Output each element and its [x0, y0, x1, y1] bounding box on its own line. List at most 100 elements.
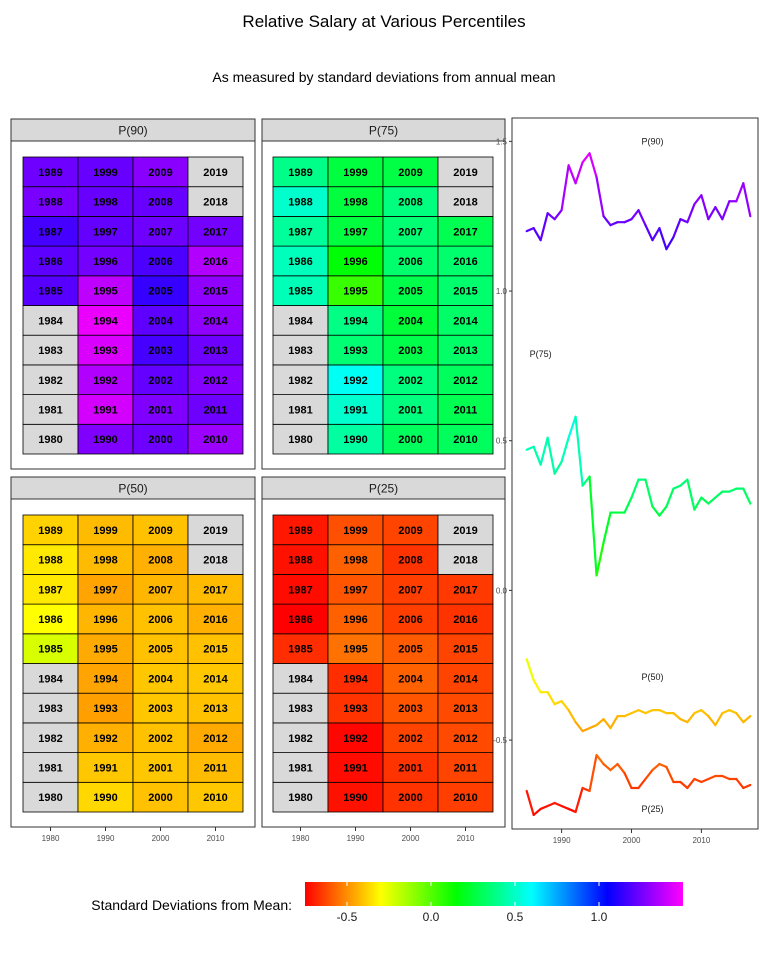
heatmap-cell — [437, 275, 494, 306]
heatmap-cell — [272, 156, 329, 188]
line-segment — [539, 212, 549, 242]
line-segment — [672, 218, 682, 239]
cell-year-label: 1990 — [93, 792, 117, 804]
line-segment — [567, 709, 577, 724]
x-tick-label: 2010 — [457, 834, 475, 843]
cell-year-label: 1986 — [38, 256, 62, 268]
series-line — [525, 658, 752, 733]
line-segment — [609, 221, 619, 227]
cell-year-label: 1985 — [288, 286, 312, 298]
cell-year-label: 2013 — [203, 345, 227, 357]
heatmap-cell — [187, 275, 244, 306]
heatmap-cell — [382, 633, 439, 664]
heatmap-cell — [327, 544, 384, 575]
heatmap-cell — [382, 514, 439, 546]
line-segment — [525, 445, 535, 451]
cell-year-label: 1998 — [343, 555, 367, 567]
line-segment — [658, 762, 668, 769]
line-segment — [651, 227, 661, 242]
heatmap-cell — [437, 215, 494, 247]
cell-year-label: 2016 — [453, 614, 477, 626]
line-segment — [581, 475, 591, 487]
heatmap-cell — [77, 275, 134, 306]
heatmap-cell — [77, 394, 134, 425]
line-segment — [553, 209, 563, 221]
line-segment — [686, 203, 696, 224]
cell-year-label: 1993 — [343, 345, 367, 357]
cell-year-label: 1994 — [93, 315, 118, 327]
heatmap-cell — [437, 305, 494, 336]
cell-year-label: 1993 — [93, 345, 117, 357]
cell-year-label: 1999 — [343, 525, 367, 537]
heatmap-cell — [77, 423, 134, 455]
chart-title: Relative Salary at Various Percentiles — [242, 12, 526, 31]
heatmap-cell — [22, 156, 79, 188]
heatmap-cell — [132, 305, 189, 336]
cell-year-label: 2011 — [454, 762, 478, 774]
x-tick-label: 1990 — [347, 834, 365, 843]
cell-year-label: 1997 — [93, 584, 117, 596]
cell-year-label: 1986 — [38, 614, 62, 626]
cell-year-label: 2018 — [453, 197, 477, 209]
cell-year-label: 2003 — [398, 345, 422, 357]
cell-year-label: 2007 — [148, 584, 172, 596]
cell-year-label: 1987 — [38, 226, 62, 238]
heatmap-cell — [132, 215, 189, 247]
heatmap-cell — [22, 215, 79, 247]
chart-subtitle: As measured by standard deviations from … — [212, 69, 556, 85]
x-tick-label: 2000 — [152, 834, 170, 843]
cell-year-label: 1984 — [288, 673, 313, 685]
y-tick-label: 1.0 — [496, 287, 508, 296]
cell-year-label: 2019 — [453, 167, 477, 179]
cell-year-label: 1981 — [288, 404, 312, 416]
line-segment — [693, 777, 703, 784]
heatmap-cell — [22, 514, 79, 546]
line-segment — [532, 807, 542, 817]
cell-year-label: 2008 — [148, 197, 172, 209]
cell-year-label: 2008 — [398, 197, 422, 209]
heatmap-cell — [437, 633, 494, 664]
cell-year-label: 2018 — [203, 197, 227, 209]
heatmap-cell — [327, 574, 384, 605]
line-segment — [679, 478, 689, 487]
line-segment — [686, 777, 696, 790]
legend-tick-label: 1.0 — [591, 910, 608, 924]
cell-year-label: 2015 — [453, 286, 477, 298]
line-segment — [623, 496, 633, 514]
cell-year-label: 2001 — [398, 404, 422, 416]
heatmap-cell — [272, 245, 329, 277]
cell-year-label: 2008 — [398, 555, 422, 567]
heatmap-cell — [187, 633, 244, 664]
line-segment — [742, 182, 752, 218]
heatmap-cell — [187, 394, 244, 425]
heatmap-cell — [382, 722, 439, 754]
line-segment — [574, 786, 584, 814]
cell-year-label: 1988 — [288, 197, 312, 209]
cell-year-label: 2004 — [398, 673, 423, 685]
heatmap-cell — [132, 394, 189, 425]
heatmap-cell — [382, 364, 439, 395]
heatmap-cell — [327, 633, 384, 664]
cell-year-label: 1994 — [343, 315, 368, 327]
cell-year-label: 1983 — [38, 703, 62, 715]
cell-year-label: 1993 — [343, 703, 367, 715]
cell-year-label: 2019 — [203, 525, 227, 537]
cell-year-label: 1996 — [343, 614, 367, 626]
heatmap-cell — [437, 752, 494, 783]
line-segment — [679, 780, 689, 790]
heatmap-cell — [437, 574, 494, 605]
cell-year-label: 1986 — [288, 614, 312, 626]
heatmap-panel: P(50) 1980 1981 1982 1983 1984 1985 1986 1987 198… — [10, 476, 256, 843]
heatmap-cell — [22, 722, 79, 754]
cell-year-label: 1984 — [38, 315, 63, 327]
line-segment — [672, 712, 682, 721]
heatmap-cell — [77, 722, 134, 754]
heatmap-cell — [77, 663, 134, 694]
heatmap-cell — [437, 156, 494, 188]
line-segment — [588, 152, 598, 179]
cell-year-label: 2012 — [203, 375, 227, 387]
line-segment — [581, 152, 591, 164]
cell-year-label: 1997 — [343, 226, 367, 238]
heatmap-cell — [132, 245, 189, 277]
cell-year-label: 2019 — [203, 167, 227, 179]
